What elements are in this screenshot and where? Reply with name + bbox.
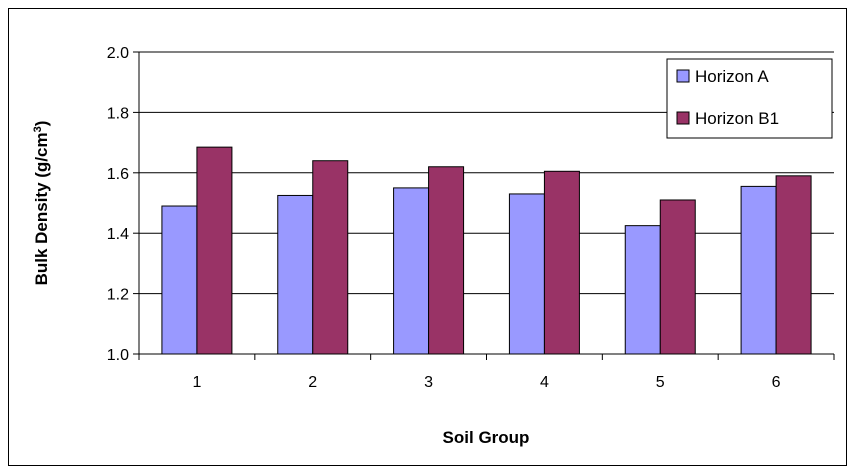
y-tick-label: 1.6 [107,166,129,183]
x-tick-label: 1 [192,374,201,391]
bar-horizon-b1-group-1 [196,146,233,355]
bar-horizon-b1-group-4 [543,170,580,355]
y-tick-label: 1.0 [107,347,129,364]
y-tick-label: 1.8 [107,105,129,122]
x-tick-label: 2 [308,374,317,391]
x-tick-label: 3 [424,374,433,391]
bar-horizon-b1-group-5 [659,199,696,355]
bar-horizon-b1-group-2 [312,160,349,355]
y-tick-label: 1.4 [107,226,129,243]
gridlines [133,51,834,355]
legend: Horizon A Horizon B1 [666,58,833,139]
y-axis-title: Bulk Density (g/cm3) [32,121,51,286]
x-tick-label: 6 [772,374,781,391]
tick-labels: 1.0 1.2 1.4 1.6 1.8 2.0 1 2 3 4 5 6 [107,45,781,391]
bar-horizon-a-group-2 [277,194,314,355]
bars [161,146,812,355]
legend-label-horizon-b1: Horizon B1 [695,109,779,128]
bulk-density-chart: 1.0 1.2 1.4 1.6 1.8 2.0 1 2 3 4 5 6 Bulk Density (g… [32,45,835,447]
y-tick-label: 2.0 [107,45,129,62]
y-axis-title-tail: ) [32,121,51,127]
bar-horizon-b1-group-6 [775,175,812,355]
bar-horizon-a-group-4 [508,193,545,355]
legend-swatch-horizon-a [676,69,690,83]
bar-horizon-a-group-3 [393,187,430,355]
y-axis-title-main: Bulk Density (g/cm [32,132,51,285]
legend-swatch-horizon-b1 [676,111,690,125]
y-axis-title-superscript: 3 [32,126,44,132]
x-axis-title: Soil Group [443,428,530,447]
bar-horizon-a-group-1 [161,205,198,355]
legend-label-horizon-a: Horizon A [695,67,769,86]
chart-area: 1.0 1.2 1.4 1.6 1.8 2.0 1 2 3 4 5 6 Bulk Density (g… [8,8,847,466]
bar-horizon-b1-group-3 [428,166,465,355]
bar-horizon-a-group-6 [740,185,777,355]
x-tick-label: 4 [540,374,549,391]
legend-box [666,58,833,139]
x-tick-label: 5 [656,374,665,391]
bar-horizon-a-group-5 [624,225,661,355]
y-tick-label: 1.2 [107,287,129,304]
